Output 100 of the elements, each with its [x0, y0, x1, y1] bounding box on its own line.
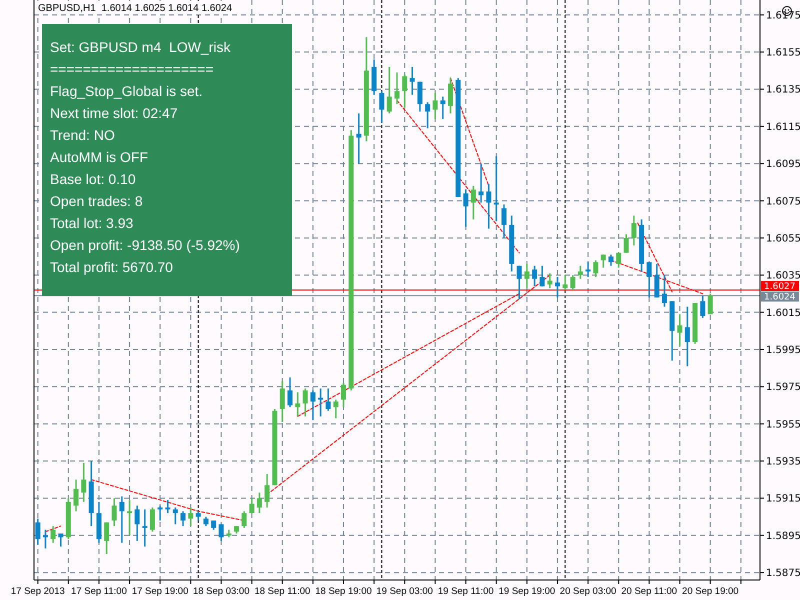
y-tick-label: 1.6175 [766, 10, 800, 22]
candlestick [288, 376, 293, 408]
x-tick-label: 17 Sep 19:00 [132, 586, 188, 597]
candlestick [708, 292, 713, 315]
y-tick-label: 1.6055 [766, 233, 800, 244]
annotation: Total lot: 3.93 [50, 215, 134, 231]
candlestick [478, 162, 484, 204]
annotation: Total profit: 5670.70 [50, 259, 174, 275]
x-tick-label: 17 Sep 11:00 [71, 586, 127, 597]
candlestick [646, 261, 652, 298]
candlestick [540, 265, 545, 288]
ref-line-label: 1.6024 [764, 292, 796, 303]
candlestick [425, 101, 430, 130]
candlestick [448, 77, 453, 114]
candlestick [684, 306, 690, 367]
candlestick [440, 96, 446, 120]
y-tick-label: 1.5875 [766, 568, 800, 580]
candlestick [50, 525, 56, 544]
candlestick [524, 263, 530, 289]
candlestick [586, 261, 591, 278]
candlestick [81, 462, 86, 503]
y-tick-label: 1.6115 [766, 122, 800, 133]
annotation: Set: GBPUSD m4 LOW_risk [50, 39, 232, 55]
candlestick [333, 398, 338, 420]
candlestick [74, 478, 79, 512]
candlestick [562, 274, 568, 291]
y-tick-label: 1.6075 [766, 196, 800, 208]
candlestick [677, 313, 682, 347]
candlestick [119, 496, 124, 544]
candlestick [516, 265, 522, 300]
candlestick [180, 510, 186, 527]
annotation: AutoMM is OFF [50, 149, 148, 165]
x-tick-label: 20 Sep 03:00 [560, 586, 616, 597]
candlestick [463, 188, 468, 228]
annotation: Next time slot: 02:47 [50, 105, 178, 121]
annotation: ==================== [50, 61, 214, 77]
candlestick [494, 155, 499, 222]
y-tick-label: 1.5935 [766, 456, 800, 468]
annotation: Open profit: -9138.50 (-5.92%) [50, 237, 240, 253]
candlestick [310, 390, 316, 421]
ref-line-label: 1.6027 [764, 282, 796, 292]
candlestick [58, 532, 64, 548]
candlestick [432, 92, 438, 120]
candlestick [203, 516, 208, 527]
candlestick [417, 81, 422, 112]
candlestick [593, 260, 598, 278]
y-tick-label: 1.5995 [766, 344, 800, 356]
x-tick-label: 19 Sep 19:00 [498, 586, 556, 597]
candlestick [249, 497, 254, 514]
x-tick-label: 20 Sep 19:00 [682, 586, 739, 597]
y-tick-label: 1.5895 [766, 530, 800, 542]
candlestick [211, 520, 216, 531]
candlestick [547, 272, 552, 289]
candlestick [218, 523, 224, 542]
y-tick-label: 1.6155 [766, 48, 800, 59]
candlestick [394, 72, 400, 105]
candlestick [501, 204, 506, 239]
candlestick [356, 112, 362, 164]
x-tick-label: 20 Sep 11:00 [621, 586, 678, 597]
candlestick [608, 254, 614, 267]
candlestick [264, 473, 270, 508]
candlestick [486, 183, 492, 230]
candlestick [470, 185, 476, 220]
candlestick [196, 510, 201, 522]
y-tick-label: 1.6035 [766, 270, 800, 282]
candlestick [104, 522, 110, 555]
x-tick-label: 18 Sep 19:00 [315, 586, 372, 597]
candlestick [134, 504, 140, 542]
candlestick [172, 506, 178, 525]
x-tick-label: 18 Sep 11:00 [254, 586, 310, 597]
chart-title: GBPUSD,H1 1.6014 1.6025 1.6014 1.6024 [38, 3, 232, 14]
y-tick-label: 1.5955 [766, 419, 800, 430]
annotation: Trend: NO [50, 127, 115, 143]
candlestick [35, 518, 40, 546]
candlestick [302, 388, 308, 418]
candlestick [127, 499, 132, 536]
candlestick [600, 254, 606, 268]
annotation: Open trades: 8 [50, 193, 143, 209]
candlestick [402, 74, 408, 109]
candlestick [188, 506, 194, 527]
candlestick [341, 382, 346, 408]
candlestick [532, 265, 538, 288]
y-tick-label: 1.5975 [766, 382, 800, 394]
candlestick [578, 265, 583, 280]
annotation: Flag_Stop_Global is set. [50, 83, 203, 99]
candlestick [142, 508, 148, 548]
candlestick [624, 233, 629, 254]
y-tick-label: 1.5915 [766, 494, 800, 505]
candlestick [326, 388, 331, 412]
candlestick [165, 499, 170, 514]
candlestick [256, 492, 262, 514]
y-tick-label: 1.6135 [766, 84, 800, 96]
candlestick [158, 504, 163, 522]
candlestick [379, 90, 384, 124]
x-tick-label: 19 Sep 11:00 [438, 586, 494, 597]
candlestick [242, 510, 247, 529]
candlestick [654, 263, 660, 298]
candlestick [410, 66, 415, 96]
candlestick [662, 274, 667, 308]
annotation: Base lot: 0.10 [50, 171, 136, 187]
